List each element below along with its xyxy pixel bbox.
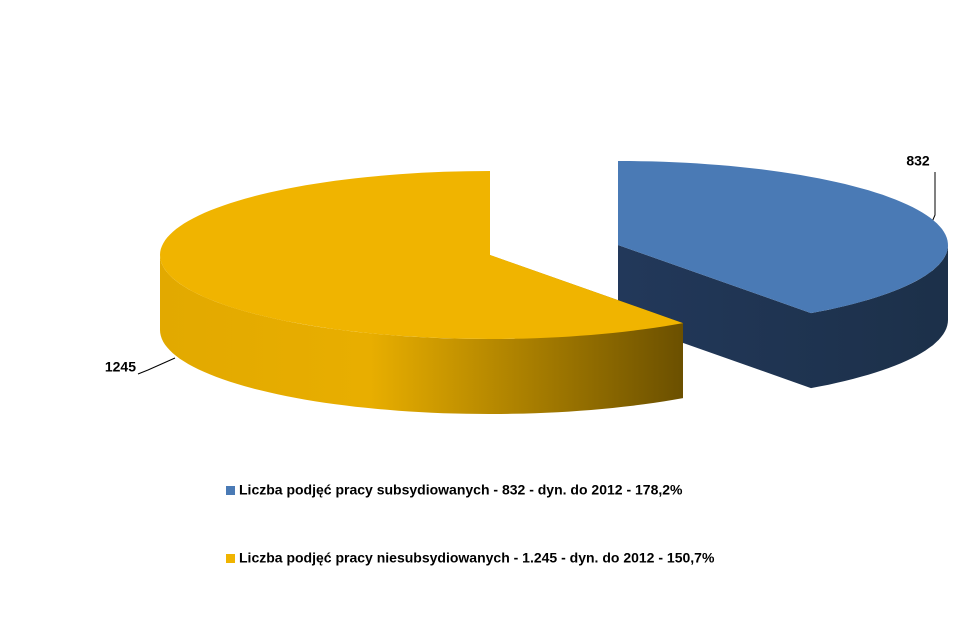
- slice-side: [811, 245, 948, 389]
- leader-line: [137, 357, 176, 375]
- slice-side: [160, 255, 683, 414]
- data-label: 832: [906, 153, 930, 169]
- leader-line: [931, 172, 936, 223]
- data-label: 1245: [105, 359, 136, 375]
- legend-swatch: [226, 554, 235, 563]
- slice: [160, 171, 683, 339]
- legend-label: Liczba podjęć pracy niesubsydiowanych - …: [239, 550, 715, 566]
- slice: [618, 161, 948, 314]
- slice-face: [618, 245, 811, 389]
- legend-label: Liczba podjęć pracy subsydiowanych - 832…: [239, 482, 683, 498]
- legend-swatch: [226, 486, 235, 495]
- pie: [160, 161, 948, 414]
